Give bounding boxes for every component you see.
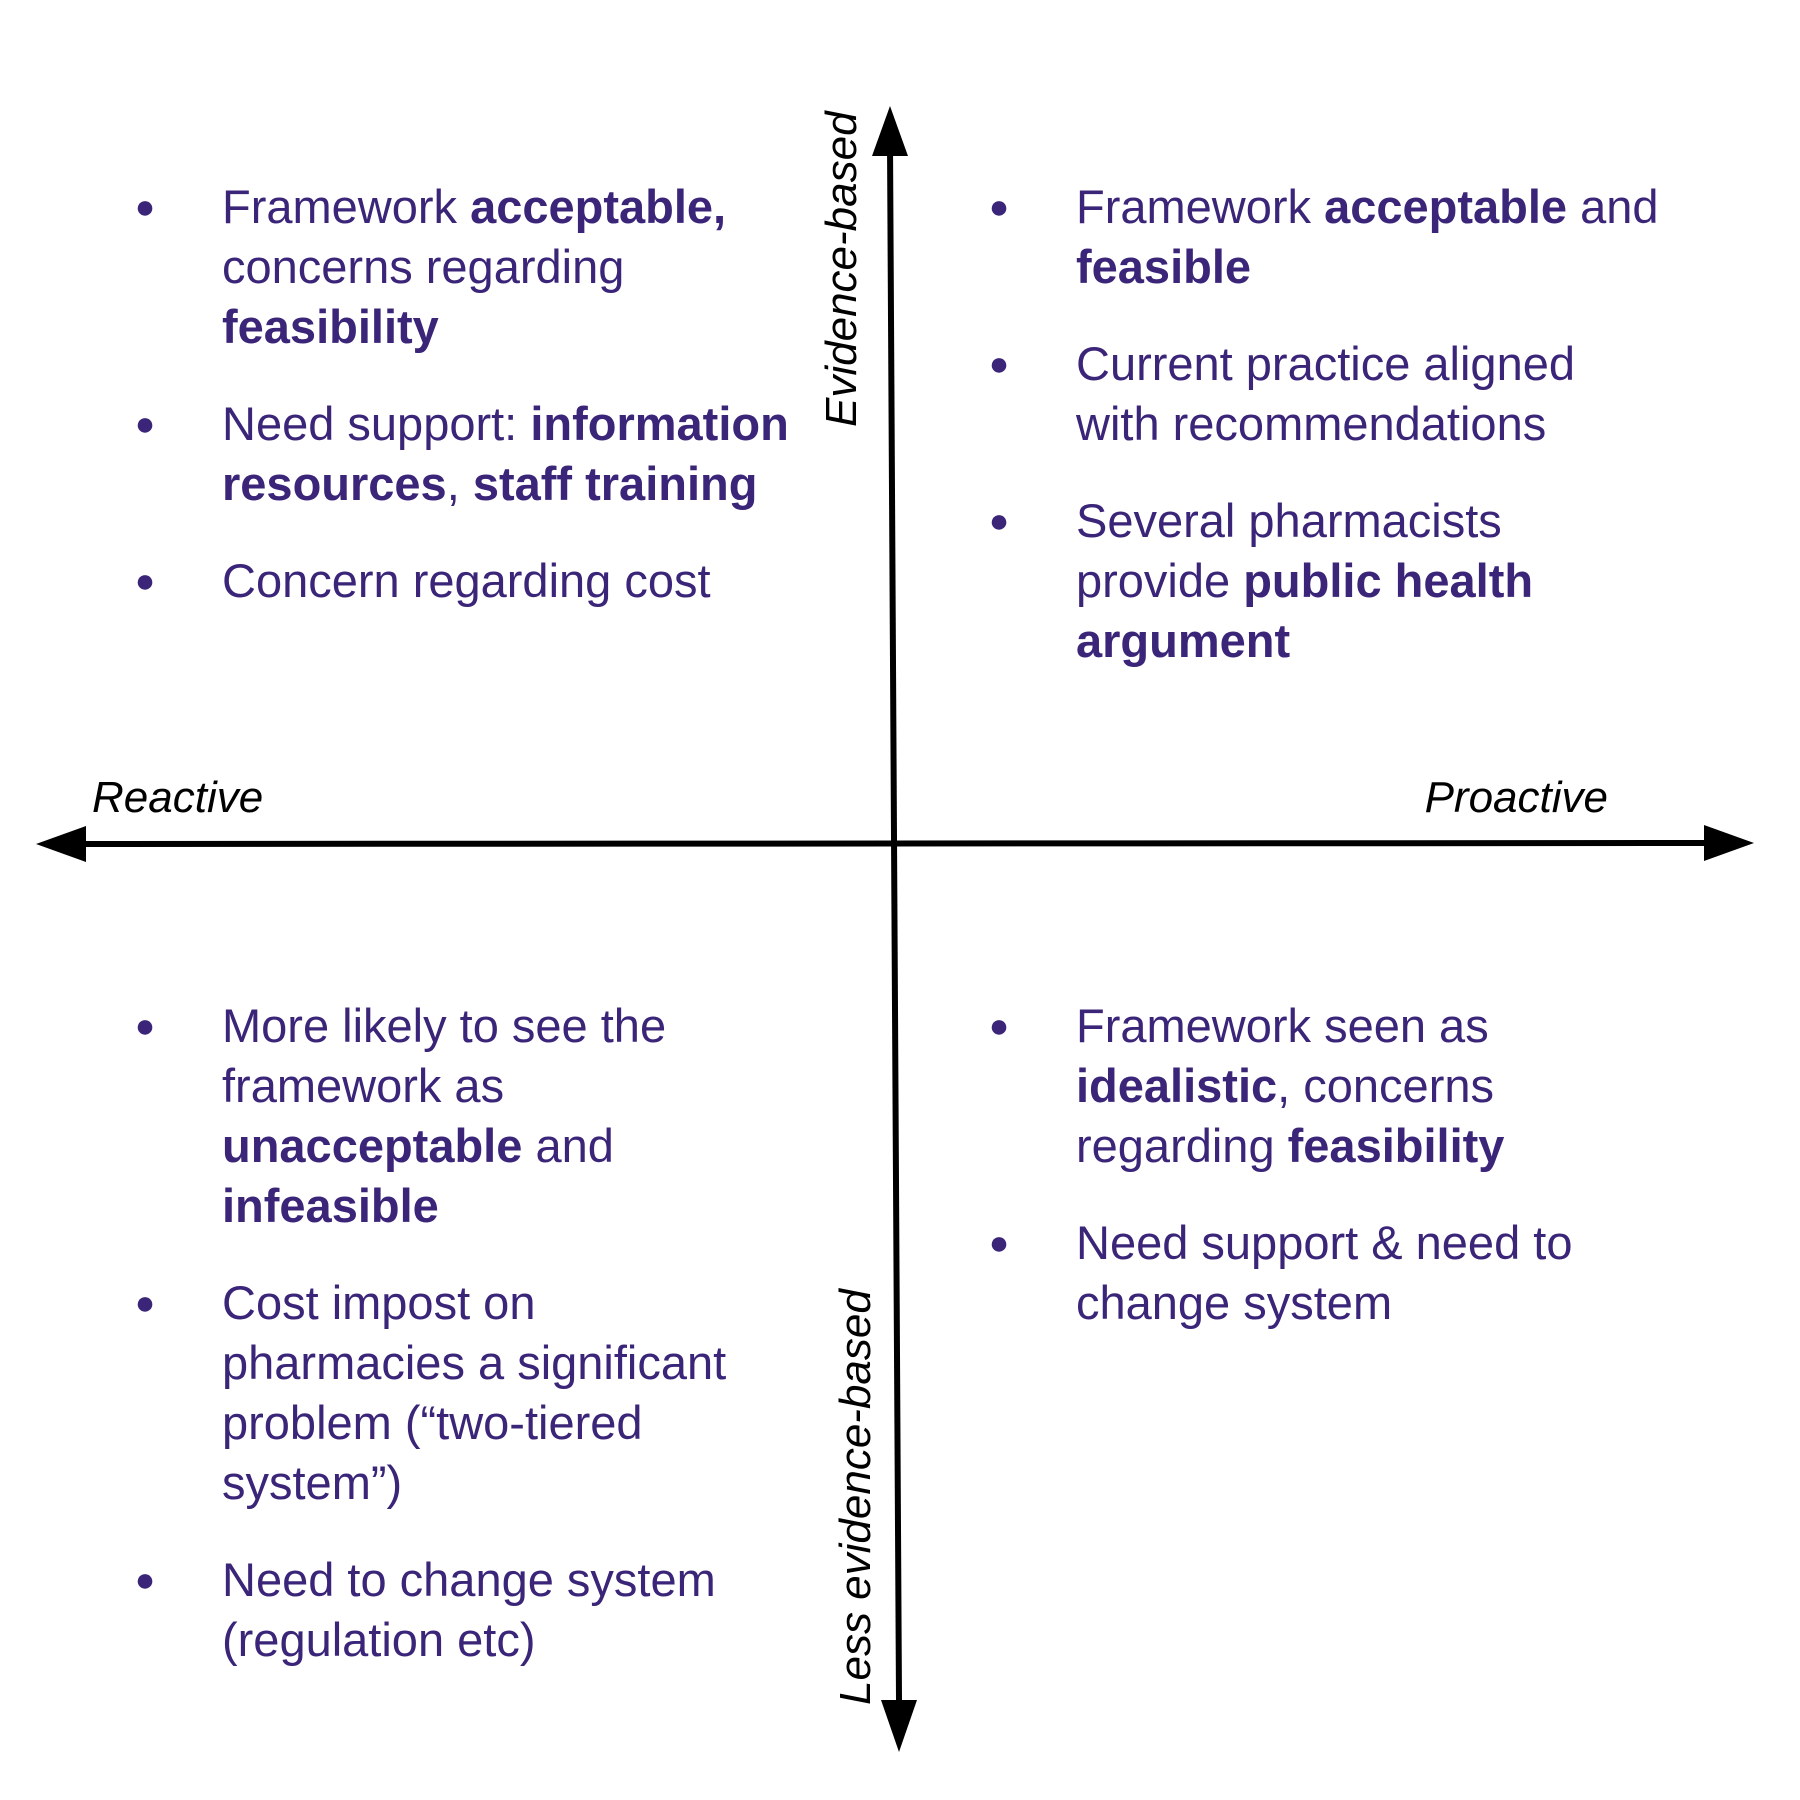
text: and [522, 1119, 614, 1172]
bullet-icon: ● [134, 188, 156, 226]
text: , concerns regarding [1076, 1059, 1494, 1172]
bold-text: feasibility [222, 300, 439, 353]
quadrant-bottom-right: ● Framework seen as idealistic, concerns … [984, 996, 1664, 1333]
bold-text: feasibility [1287, 1119, 1505, 1172]
axis-label-left: Reactive [92, 773, 264, 822]
bullet-icon: ● [134, 1561, 156, 1599]
bold-text: information resources [222, 397, 789, 510]
bullet-item: ● Need to change system (regulation etc) [130, 1550, 790, 1670]
axis-label-right: Proactive [1424, 773, 1608, 822]
bold-text: unacceptable [222, 1119, 523, 1172]
text: Need support & need to change system [1076, 1216, 1573, 1329]
down-arrowhead-icon [881, 1700, 917, 1752]
bullet-icon: ● [988, 502, 1010, 540]
bullet-item: ● Need support: information resources, st… [130, 394, 790, 514]
bullet-item: ● Need support & need to change system [984, 1213, 1664, 1333]
bullet-item: ● More likely to see the framework as una… [130, 996, 790, 1236]
text: Current practice aligned with recommenda… [1076, 337, 1575, 450]
bullet-icon: ● [988, 188, 1010, 226]
text: Framework [222, 180, 471, 233]
bullet-icon: ● [988, 345, 1010, 383]
text: More likely to see the framework as [222, 999, 667, 1112]
axis-label-top: Evidence-based [817, 111, 866, 427]
bold-text: feasible [1076, 240, 1252, 293]
text: Framework [1076, 180, 1325, 233]
bullet-item: ● Concern regarding cost [130, 551, 790, 611]
left-arrowhead-icon [36, 826, 86, 862]
right-arrowhead-icon [1704, 825, 1754, 861]
vertical-axis [887, 144, 902, 1701]
text: and [1567, 180, 1659, 233]
bullet-item: ● Several pharmacists provide public heal… [984, 491, 1664, 671]
bullet-icon: ● [134, 562, 156, 600]
axis-label-bottom: Less evidence-based [831, 1289, 880, 1705]
bold-text: acceptable [1324, 180, 1568, 233]
text: Need support: [222, 397, 531, 450]
text: , [446, 457, 473, 510]
up-arrowhead-icon [872, 106, 908, 156]
bullet-icon: ● [988, 1007, 1010, 1045]
bold-text: staff training [472, 457, 758, 510]
bullet-item: ● Framework acceptable and feasible [984, 177, 1664, 297]
bullet-icon: ● [134, 405, 156, 443]
bold-text: idealistic [1076, 1059, 1278, 1112]
quadrant-top-right: ● Framework acceptable and feasible ● Curre… [984, 177, 1664, 671]
bullet-icon: ● [134, 1284, 156, 1322]
bullet-icon: ● [988, 1224, 1010, 1262]
bullet-item: ● Cost impost on pharmacies a significant… [130, 1273, 790, 1513]
bullet-item: ● Current practice aligned with recommend… [984, 334, 1664, 454]
quadrant-top-left: ● Framework acceptable, concerns regardin… [130, 177, 790, 611]
text: concerns regarding [222, 240, 625, 293]
bullet-item: ● Framework acceptable, concerns regardin… [130, 177, 790, 357]
bullet-icon: ● [134, 1007, 156, 1045]
text: Cost impost on pharmacies a significant … [222, 1276, 727, 1509]
text: Need to change system (regulation etc) [222, 1553, 716, 1666]
text: Several pharmacists provide [1076, 494, 1502, 607]
bullet-item: ● Framework seen as idealistic, concerns … [984, 996, 1664, 1176]
text: Framework seen as [1076, 999, 1489, 1052]
horizontal-axis [69, 840, 1711, 847]
bold-text: acceptable, [470, 180, 727, 233]
bold-text: public health argument [1076, 554, 1534, 667]
text: Concern regarding cost [222, 554, 711, 607]
quadrant-bottom-left: ● More likely to see the framework as una… [130, 996, 790, 1670]
bold-text: infeasible [222, 1179, 439, 1232]
